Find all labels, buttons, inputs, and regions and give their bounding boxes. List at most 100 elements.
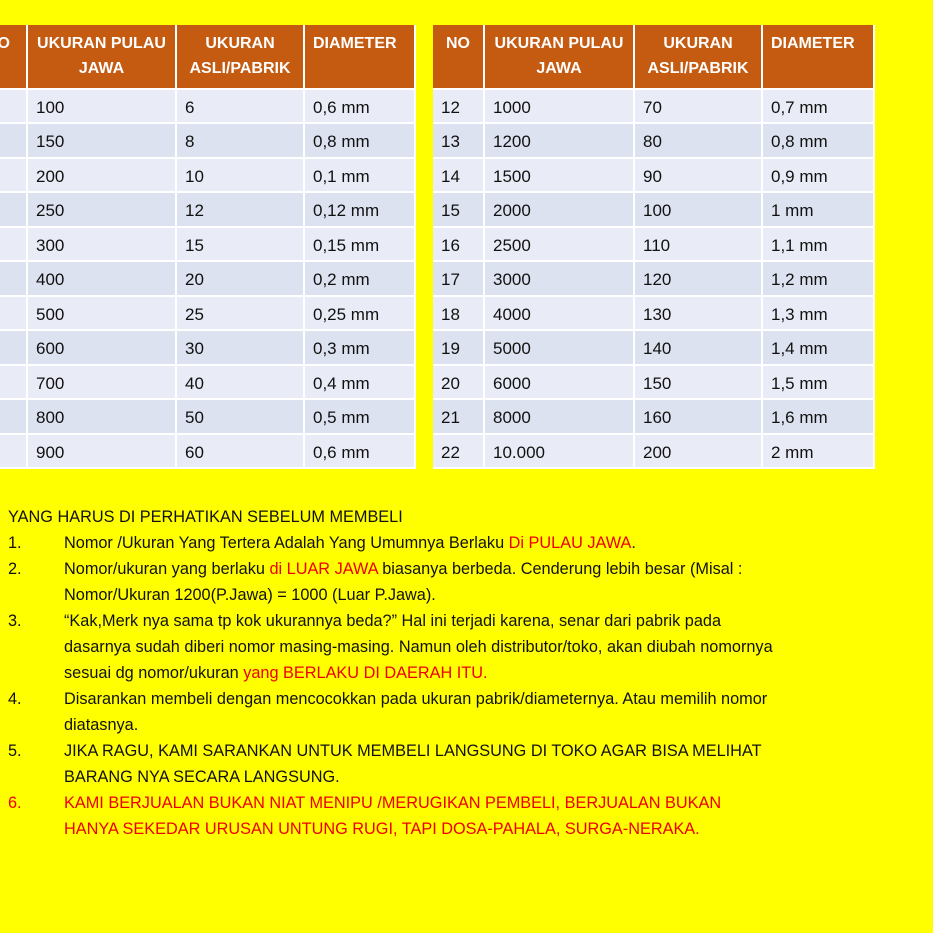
table-cell: 90 (635, 158, 763, 194)
table-cell: 8 (177, 124, 305, 159)
table-cell: 60 (177, 434, 305, 469)
table-cell: 15 (433, 193, 485, 228)
table-cell: 700 (28, 365, 177, 401)
note-text: Nomor/ukuran yang berlaku di LUAR JAWA b… (64, 556, 774, 608)
table-cell: 7 (0, 296, 28, 332)
table-cell: 17 (433, 262, 485, 297)
table-cell: 0,9 mm (763, 158, 875, 194)
note-segment: biasanya berbeda. Cenderung lebih besar … (64, 560, 743, 604)
note-number: 4. (8, 690, 22, 708)
table-cell: 0,6 mm (305, 90, 416, 125)
table-cell: 200 (635, 434, 763, 469)
table-cell: 1 mm (763, 193, 875, 228)
table-cell: 12 (177, 193, 305, 228)
note-segment: Nomor/ukuran yang berlaku (64, 560, 270, 578)
table-cell: 40 (177, 365, 305, 401)
table-cell: 2 (0, 124, 28, 159)
table-cell: 15 (177, 227, 305, 263)
table-cell: 1,2 mm (763, 262, 875, 297)
table-cell: 800 (28, 400, 177, 435)
table-cell: 110 (635, 227, 763, 263)
note-number: 1. (8, 534, 22, 552)
table-cell: 0,15 mm (305, 227, 416, 263)
note-segment: JIKA RAGU, KAMI SARANKAN UNTUK MEMBELI L… (64, 742, 762, 786)
table-cell: 1000 (485, 90, 635, 125)
table-cell: 140 (635, 331, 763, 366)
table-cell: 0,7 mm (763, 90, 875, 125)
table-cell: 2 mm (763, 434, 875, 469)
table-cell: 1,5 mm (763, 365, 875, 401)
table-cell: 3 (0, 158, 28, 194)
table-cell: 6 (0, 262, 28, 297)
table-cell: 16 (433, 227, 485, 263)
table-cell: 5 (0, 227, 28, 263)
table-cell: 22 (433, 434, 485, 469)
table-cell: 5000 (485, 331, 635, 366)
table-cell: 70 (635, 90, 763, 125)
table-cell: 0,8 mm (763, 124, 875, 159)
table-cell: 0,25 mm (305, 296, 416, 332)
table-cell: 120 (635, 262, 763, 297)
note-item: 6. KAMI BERJUALAN BUKAN NIAT MENIPU /MERU… (8, 790, 788, 842)
table-cell: 10 (177, 158, 305, 194)
note-item: 1. Nomor /Ukuran Yang Tertera Adalah Yang… (8, 530, 788, 556)
table-cell: 10.000 (485, 434, 635, 469)
header-cell: NO (433, 25, 485, 90)
table-cell: 0,1 mm (305, 158, 416, 194)
note-text: Disarankan membeli dengan mencocokkan pa… (64, 686, 774, 738)
table-cell: 400 (28, 262, 177, 297)
table-cell: 1,1 mm (763, 227, 875, 263)
table-cell: 1 (0, 90, 28, 125)
table-cell: 20 (433, 365, 485, 401)
table-cell: 150 (28, 124, 177, 159)
header-cell: NO (0, 25, 28, 90)
table-cell: 2500 (485, 227, 635, 263)
table-cell: 4 (0, 193, 28, 228)
header-cell: DIAMETER (763, 25, 875, 90)
table-cell: 9 (0, 365, 28, 401)
note-text: JIKA RAGU, KAMI SARANKAN UNTUK MEMBELI L… (64, 738, 774, 790)
note-segment: . (631, 534, 636, 552)
note-segment: KAMI BERJUALAN BUKAN NIAT MENIPU /MERUGI… (64, 794, 722, 838)
notes-title: YANG HARUS DI PERHATIKAN SEBELUM MEMBELI (8, 508, 403, 526)
note-segment: di LUAR JAWA (269, 560, 378, 578)
table-cell: 1,4 mm (763, 331, 875, 366)
table-cell: 14 (433, 158, 485, 194)
note-segment: Nomor /Ukuran Yang Tertera Adalah Yang U… (64, 534, 509, 552)
table-cell: 160 (635, 400, 763, 435)
table-cell: 6000 (485, 365, 635, 401)
table-cell: 0,2 mm (305, 262, 416, 297)
table-cell: 200 (28, 158, 177, 194)
table-cell: 10 (0, 400, 28, 435)
header-cell: UKURAN PULAU JAWA (485, 25, 635, 90)
table-cell: 900 (28, 434, 177, 469)
header-cell: DIAMETER (305, 25, 416, 90)
table-cell: 18 (433, 296, 485, 332)
table-cell: 1500 (485, 158, 635, 194)
table-cell: 8000 (485, 400, 635, 435)
note-number: 5. (8, 742, 22, 760)
table-cell: 21 (433, 400, 485, 435)
table-cell: 100 (28, 90, 177, 125)
note-number: 2. (8, 560, 22, 578)
table-cell: 25 (177, 296, 305, 332)
table-cell: 30 (177, 331, 305, 366)
header-cell: UKURAN ASLI/PABRIK (635, 25, 763, 90)
table-cell: 1200 (485, 124, 635, 159)
table-cell: 2000 (485, 193, 635, 228)
note-text: KAMI BERJUALAN BUKAN NIAT MENIPU /MERUGI… (64, 790, 774, 842)
table-cell: 100 (635, 193, 763, 228)
table-cell: 6 (177, 90, 305, 125)
note-item: 4. Disarankan membeli dengan mencocokkan … (8, 686, 788, 738)
note-text: Nomor /Ukuran Yang Tertera Adalah Yang U… (64, 530, 774, 556)
table-cell: 250 (28, 193, 177, 228)
note-item: 5. JIKA RAGU, KAMI SARANKAN UNTUK MEMBELI… (8, 738, 788, 790)
table-cell: 8 (0, 331, 28, 366)
note-segment: Di PULAU JAWA (508, 534, 632, 552)
table-cell: 20 (177, 262, 305, 297)
table-cell: 0,3 mm (305, 331, 416, 366)
table-cell: 150 (635, 365, 763, 401)
